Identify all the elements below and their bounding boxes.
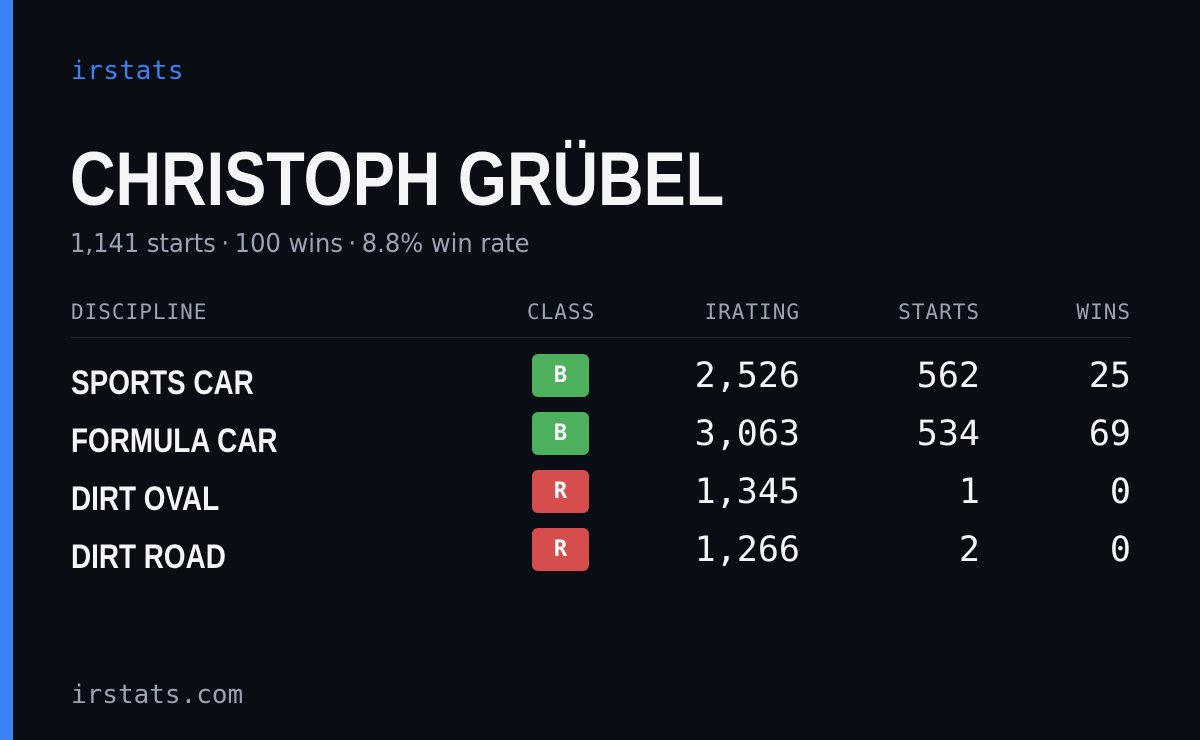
irating-value: 1,345 (694, 472, 800, 512)
table-row: DIRT ROAD R 1,266 2 0 (71, 528, 1131, 586)
starts-value: 1 (958, 472, 980, 512)
irating-value: 3,063 (694, 414, 800, 454)
table-header: DISCIPLINE CLASS IRATING STARTS WINS (71, 300, 1131, 338)
driver-summary: 1,141 starts · 100 wins · 8.8% win rate (70, 229, 530, 259)
irating-value: 2,526 (694, 356, 800, 396)
column-header-class-label: CLASS (527, 300, 596, 324)
footer-url: irstats.com (71, 680, 244, 710)
starts-value: 562 (916, 356, 980, 396)
starts-value: 534 (916, 414, 980, 454)
column-header-discipline: DISCIPLINE (71, 300, 208, 324)
column-header-wins: WINS (1076, 300, 1131, 324)
wins-value: 0 (1109, 472, 1131, 512)
license-class-badge: B (532, 412, 589, 455)
discipline-name: DIRT OVAL (71, 480, 220, 518)
summary-separator: · (348, 229, 357, 259)
starts-summary: 1,141 starts (70, 229, 216, 259)
column-header-irating: IRATING (704, 300, 800, 324)
wins-value: 0 (1109, 530, 1131, 570)
wins-value: 69 (1088, 414, 1131, 454)
discipline-name: SPORTS CAR (71, 364, 254, 402)
discipline-name: FORMULA CAR (71, 422, 278, 460)
table-row: SPORTS CAR B 2,526 562 25 (71, 354, 1131, 412)
table-row: FORMULA CAR B 3,063 534 69 (71, 412, 1131, 470)
irating-value: 1,266 (694, 530, 800, 570)
license-class-badge: B (532, 354, 589, 397)
wins-value: 25 (1088, 356, 1131, 396)
discipline-name: DIRT ROAD (71, 538, 226, 576)
wins-summary: 100 wins (234, 229, 343, 259)
brand-logo-text: irstats (71, 56, 185, 86)
starts-value: 2 (958, 530, 980, 570)
column-header-starts: STARTS (898, 300, 980, 324)
accent-bar (0, 0, 13, 740)
win-rate-summary: 8.8% win rate (361, 229, 530, 259)
summary-separator: · (221, 229, 230, 259)
license-class-badge: R (532, 528, 589, 571)
table-row: DIRT OVAL R 1,345 1 0 (71, 470, 1131, 528)
driver-name: CHRISTOPH GRÜBEL (70, 137, 725, 222)
license-class-badge: R (532, 470, 589, 513)
